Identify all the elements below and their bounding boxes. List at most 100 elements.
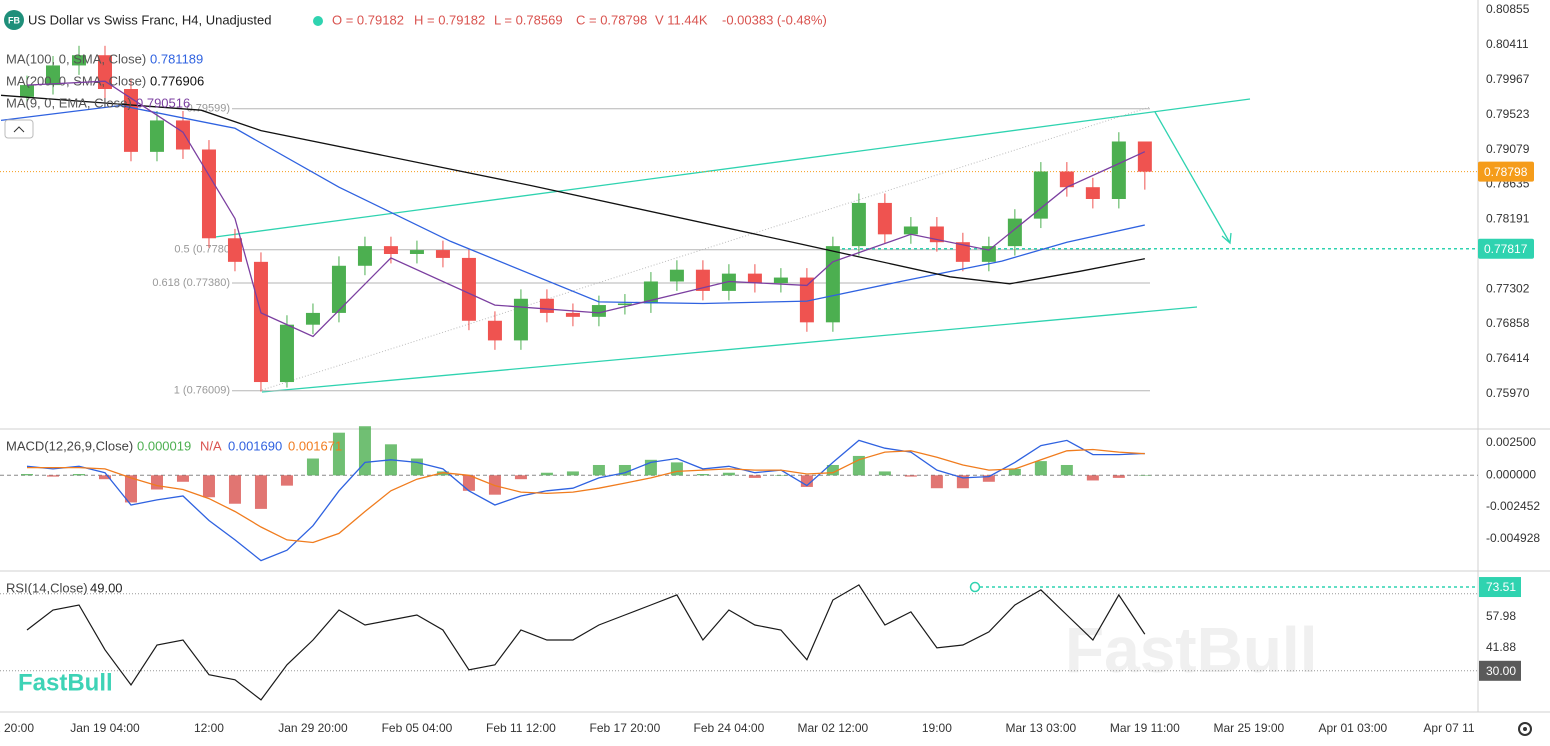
fib-label: 0.5 (0.7780 xyxy=(174,244,230,256)
candle-body xyxy=(1059,171,1074,188)
histogram-bar xyxy=(878,471,891,476)
histogram-bar xyxy=(696,474,709,476)
histogram-bar xyxy=(1086,475,1099,481)
candle-body xyxy=(461,257,476,321)
ohlc-value: -0.00383 (-0.48%) xyxy=(722,12,827,27)
candle-body xyxy=(331,265,346,313)
ma-legend-value: 0.776906 xyxy=(150,73,204,88)
x-tick-label: Feb 17 20:00 xyxy=(590,721,661,735)
candle-body xyxy=(357,246,372,266)
histogram-bar xyxy=(1138,475,1151,476)
arrow-line xyxy=(1154,111,1231,244)
candle-body xyxy=(903,226,918,235)
candle-body xyxy=(487,320,502,341)
rsi-marker-dot xyxy=(969,581,981,593)
price-label: 0.78798 xyxy=(1484,165,1528,179)
candle-body xyxy=(825,246,840,323)
ma-legend-value: 0.790516 xyxy=(136,95,190,110)
histogram-bar xyxy=(20,474,33,476)
candle-body xyxy=(747,273,762,284)
histogram-bar xyxy=(826,464,839,476)
rsi-marker-box xyxy=(1479,577,1521,598)
y-tick-label: 0.79523 xyxy=(1486,107,1530,121)
histogram-bar xyxy=(280,475,293,486)
price-label-box xyxy=(1478,238,1534,259)
ohlc-value: L = 0.78569 xyxy=(494,12,563,27)
histogram-bar xyxy=(904,475,917,477)
y-tick-label: 0.78191 xyxy=(1486,212,1530,226)
candle-body xyxy=(383,246,398,254)
settings-icon[interactable] xyxy=(1518,722,1532,736)
y-tick-label: 0.79967 xyxy=(1486,72,1530,86)
x-tick-label: Feb 24 04:00 xyxy=(694,721,765,735)
fib-label: 1 (0.76009) xyxy=(174,385,230,397)
x-tick-label: Mar 02 12:00 xyxy=(798,721,869,735)
price-label-box xyxy=(1478,161,1534,182)
ma-legend-value: 0.781189 xyxy=(150,51,203,66)
y-tick-label: 30.00 xyxy=(1486,664,1516,678)
histogram-bar xyxy=(800,475,813,487)
candle-body xyxy=(227,238,242,262)
fib-label: 0.618 (0.77380) xyxy=(152,277,230,289)
x-tick-label: Mar 13 03:00 xyxy=(1005,721,1076,735)
histogram-bar xyxy=(1008,468,1021,476)
indicator-title: RSI(14,Close) xyxy=(6,580,88,595)
histogram-value: 0.000019 xyxy=(137,438,191,453)
candle-body xyxy=(773,277,788,284)
candle-body xyxy=(45,65,60,86)
histogram-bar xyxy=(956,475,969,489)
candle-body xyxy=(97,55,112,90)
collapse-button[interactable] xyxy=(4,119,34,139)
gear-ring xyxy=(1518,722,1532,736)
tick-box xyxy=(1479,660,1521,681)
indicator-title: MACD(12,26,9,Close) xyxy=(6,438,133,453)
candle-body xyxy=(877,202,892,235)
histogram-bar xyxy=(176,475,189,482)
histogram-bar xyxy=(982,475,995,482)
histogram-bar xyxy=(592,464,605,476)
histogram-bar xyxy=(462,475,475,491)
gear-center xyxy=(1523,727,1527,731)
candle-body xyxy=(305,312,320,325)
chart-title: US Dollar vs Swiss Franc, H4, Unadjusted xyxy=(28,12,271,27)
candle-body xyxy=(1111,141,1126,199)
y-tick-label: 0.75970 xyxy=(1486,386,1530,400)
histogram-bar xyxy=(98,475,111,480)
x-tick-label: Mar 19 11:00 xyxy=(1110,721,1180,735)
x-tick-label: Apr 07 11 xyxy=(1423,721,1474,735)
y-tick-label: -0.002452 xyxy=(1486,499,1540,513)
candle-body xyxy=(669,269,684,282)
histogram-bar xyxy=(722,472,735,476)
candle-body xyxy=(279,324,294,383)
candle-body xyxy=(721,273,736,291)
x-tick-label: 2 20:00 xyxy=(0,721,34,735)
fib-label: 0.79599) xyxy=(187,103,230,115)
histogram-bar xyxy=(1060,464,1073,476)
collapse-icon xyxy=(13,126,25,133)
watermark-large: FastBull xyxy=(1065,614,1317,686)
histogram-bar xyxy=(774,475,787,476)
candle-body xyxy=(799,277,814,323)
histogram-bar xyxy=(748,475,761,478)
histogram-bar xyxy=(332,432,345,476)
histogram-bar xyxy=(72,474,85,476)
histogram-bar xyxy=(254,475,267,509)
histogram-bar xyxy=(46,475,59,477)
y-tick-label: 0.80855 xyxy=(1486,2,1530,16)
status-dot xyxy=(313,16,323,26)
y-tick-label: 0.002500 xyxy=(1486,435,1536,449)
ohlc-value: O = 0.79182 xyxy=(332,12,404,27)
candle-body xyxy=(149,120,164,152)
rsi-marker-label: 73.51 xyxy=(1486,580,1516,594)
candle-body xyxy=(201,149,216,239)
histogram-bar xyxy=(670,462,683,476)
symbol-code: FB xyxy=(8,15,20,25)
candle-body xyxy=(591,305,606,317)
arrow-head xyxy=(1221,232,1232,245)
candle-body xyxy=(1033,171,1048,219)
ohlc-value: H = 0.79182 xyxy=(414,12,485,27)
histogram-bar xyxy=(618,464,631,476)
signal-value: 0.001671 xyxy=(288,438,342,453)
candle-body xyxy=(71,55,86,66)
